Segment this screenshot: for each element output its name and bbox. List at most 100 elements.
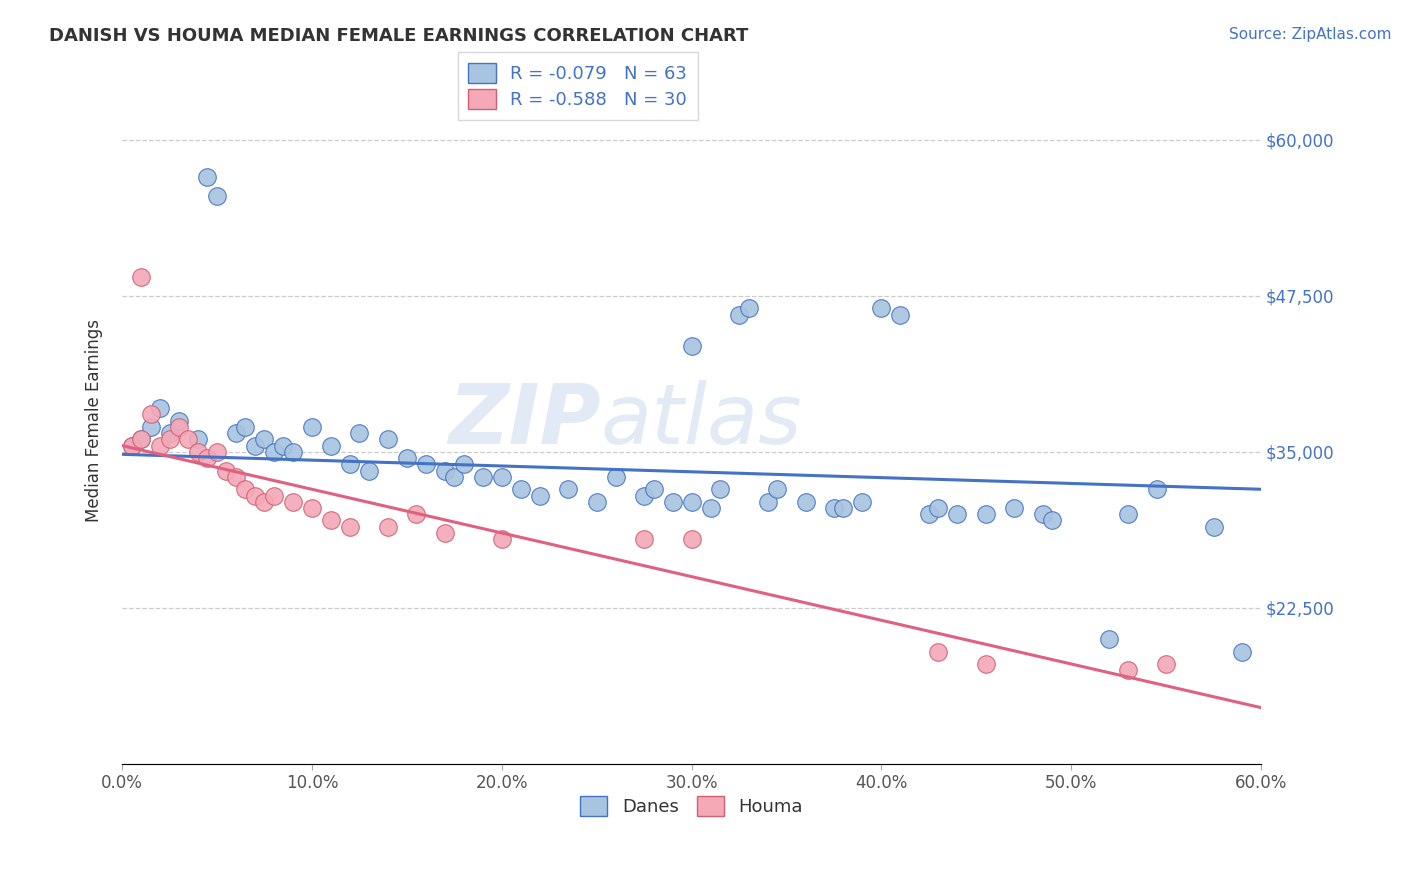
Point [243,439,266,453]
Point [377,519,399,533]
Point [263,445,285,459]
Point [197,451,219,466]
Point [681,339,703,353]
Point [633,489,655,503]
Point [235,420,257,434]
Point [339,458,361,472]
Point [605,470,627,484]
Text: Source: ZipAtlas.com: Source: ZipAtlas.com [1229,27,1392,42]
Point [661,494,683,508]
Point [253,494,276,508]
Point [339,519,361,533]
Point [728,308,751,322]
Point [1154,657,1177,671]
Point [281,445,304,459]
Point [870,301,893,316]
Point [197,170,219,185]
Point [139,408,162,422]
Point [205,189,228,203]
Point [121,439,143,453]
Point [129,433,152,447]
Point [1040,513,1063,527]
Point [1002,500,1025,515]
Point [557,483,579,497]
Point [349,426,371,441]
Point [491,532,513,546]
Point [205,445,228,459]
Point [281,494,304,508]
Point [319,513,342,527]
Point [139,420,162,434]
Point [709,483,731,497]
Y-axis label: Median Female Earnings: Median Female Earnings [86,319,103,522]
Point [121,439,143,453]
Point [215,464,238,478]
Text: DANISH VS HOUMA MEDIAN FEMALE EARNINGS CORRELATION CHART: DANISH VS HOUMA MEDIAN FEMALE EARNINGS C… [49,27,748,45]
Point [471,470,494,484]
Point [946,507,969,521]
Point [633,532,655,546]
Point [129,270,152,285]
Point [301,420,323,434]
Point [129,433,152,447]
Point [167,420,190,434]
Point [177,433,200,447]
Point [699,500,721,515]
Point [453,458,475,472]
Point [301,500,323,515]
Point [927,644,949,658]
Point [823,500,845,515]
Point [273,439,295,453]
Point [756,494,779,508]
Point [1116,507,1139,521]
Point [443,470,465,484]
Point [851,494,873,508]
Point [832,500,855,515]
Point [159,433,181,447]
Text: ZIP: ZIP [449,380,600,461]
Point [681,532,703,546]
Point [927,500,949,515]
Point [167,414,190,428]
Point [1116,663,1139,677]
Point [357,464,380,478]
Point [149,439,172,453]
Point [187,445,209,459]
Point [918,507,941,521]
Point [889,308,911,322]
Point [1230,644,1253,658]
Point [253,433,276,447]
Point [319,439,342,453]
Point [187,433,209,447]
Point [974,507,997,521]
Point [1146,483,1168,497]
Point [433,464,456,478]
Point [405,507,427,521]
Point [491,470,513,484]
Point [149,401,172,416]
Point [243,489,266,503]
Point [585,494,607,508]
Point [395,451,418,466]
Point [433,525,456,540]
Point [681,494,703,508]
Point [1098,632,1121,646]
Point [1202,519,1225,533]
Point [225,470,247,484]
Point [643,483,665,497]
Point [225,426,247,441]
Point [529,489,551,503]
Text: atlas: atlas [600,380,801,461]
Point [159,426,181,441]
Legend: Danes, Houma: Danes, Houma [574,789,810,823]
Point [263,489,285,503]
Point [509,483,531,497]
Point [974,657,997,671]
Point [1032,507,1054,521]
Point [377,433,399,447]
Point [415,458,437,472]
Point [737,301,759,316]
Point [794,494,817,508]
Point [235,483,257,497]
Point [766,483,789,497]
